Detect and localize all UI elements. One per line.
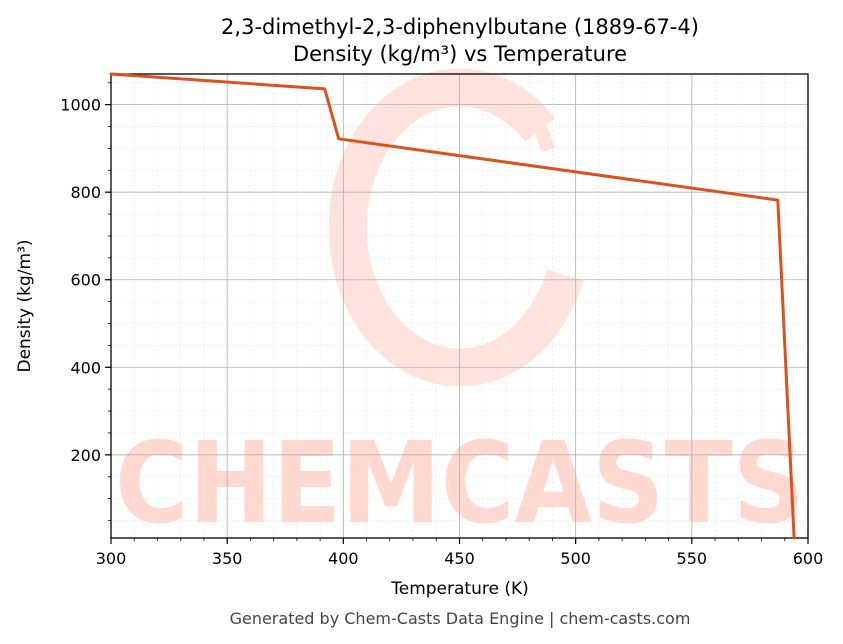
- y-tick-label: 600: [70, 271, 101, 290]
- watermark-text: CHEMCASTS: [115, 419, 805, 549]
- y-tick-label: 400: [70, 358, 101, 377]
- watermark: CHEMCASTS: [115, 68, 805, 549]
- x-tick-label: 400: [328, 549, 359, 568]
- axis-ticks: [105, 82, 809, 544]
- y-axis-label: Density (kg/m³): [15, 239, 35, 372]
- chart-title: 2,3-dimethyl-2,3-diphenylbutane (1889-67…: [221, 15, 699, 39]
- x-tick-label: 600: [793, 549, 824, 568]
- x-tick-label: 350: [212, 549, 243, 568]
- density-series-line: [109, 72, 796, 540]
- x-tick-label: 550: [677, 549, 708, 568]
- y-tick-label: 800: [70, 183, 101, 202]
- y-tick-label: 1000: [60, 96, 101, 115]
- x-tick-label: 500: [560, 549, 591, 568]
- y-tick-labels: 200 400 600 800 1000: [60, 96, 101, 465]
- x-tick-label: 300: [96, 549, 127, 568]
- x-tick-label: 450: [444, 549, 475, 568]
- series-layer: [109, 72, 796, 540]
- chart-subtitle: Density (kg/m³) vs Temperature: [293, 42, 627, 66]
- watermark-logo: [328, 68, 584, 387]
- x-axis-label: Temperature (K): [390, 579, 529, 599]
- y-tick-label: 200: [70, 446, 101, 465]
- footer-credit: Generated by Chem-Casts Data Engine | ch…: [230, 609, 691, 628]
- x-tick-labels: 300 350 400 450 500 550 600: [96, 549, 824, 568]
